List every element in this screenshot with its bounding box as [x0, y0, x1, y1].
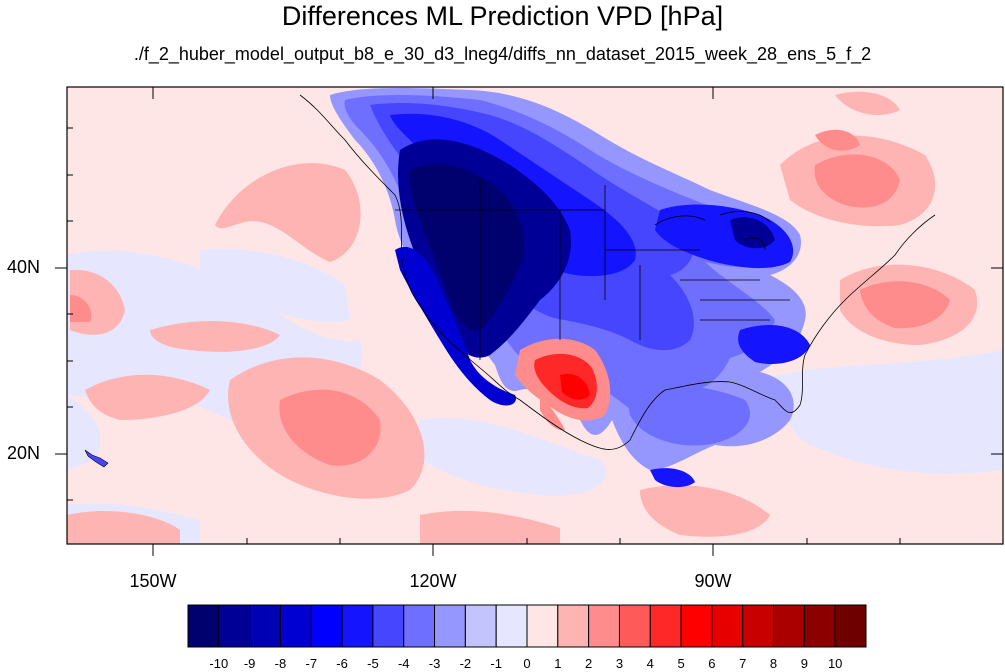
lat-label-40n: 40N [6, 257, 40, 277]
colorbar-swatch [341, 604, 374, 648]
coastlines [299, 94, 936, 450]
colorbar-tick-label: -6 [336, 656, 348, 671]
lon-label-90w: 90W [694, 571, 732, 591]
colorbar-tick-label: 8 [769, 656, 778, 671]
map-subtitle: ./f_2_huber_model_output_b8_e_30_d3_lneg… [133, 44, 872, 64]
colorbar-tick-label: -5 [367, 656, 379, 671]
colorbar-swatch [249, 604, 281, 648]
colorbar-swatch [773, 604, 805, 648]
map-title: Differences ML Prediction VPD [hPa] [281, 1, 724, 31]
colorbar-tick-label: -10 [209, 656, 229, 671]
colorbar-tick-label: 4 [646, 656, 654, 671]
lon-label-150w: 150W [129, 571, 177, 591]
colorbar-swatch [372, 604, 405, 648]
colorbar-swatch [279, 604, 312, 648]
lon-label-120w: 120W [409, 571, 457, 591]
colorbar-swatch [649, 604, 682, 648]
colorbar-swatch [680, 604, 713, 648]
colorbar-swatch [218, 604, 251, 648]
colorbar-swatch [434, 604, 466, 648]
colorbar-swatch [310, 604, 343, 648]
colorbar-tick-label: 2 [585, 656, 593, 671]
colorbar-tick-label: 5 [677, 656, 685, 671]
colorbar-swatch [557, 604, 590, 648]
colorbar-tick-label: -9 [243, 656, 256, 671]
colorbar-tick-label: 0 [523, 656, 531, 671]
colorbar-tick-label: 6 [708, 656, 716, 671]
colorbar-swatch [834, 604, 867, 648]
map-frame [66, 86, 1004, 545]
colorbar-swatch [803, 604, 836, 648]
colorbar-swatch [742, 604, 775, 648]
colorbar-tick-label: 10 [827, 656, 843, 671]
colorbar-tick-label: 1 [554, 656, 562, 671]
colorbar-swatch [187, 604, 220, 648]
colorbar-swatch [711, 604, 744, 648]
colorbar-tick-label: 9 [800, 656, 808, 671]
colorbar-tick-label: -8 [274, 656, 287, 671]
colorbar-swatch [464, 604, 497, 648]
colorbar-swatch [403, 604, 436, 648]
colorbar-tick-label: -4 [397, 656, 410, 671]
axis-ticks [55, 87, 1003, 556]
colorbar-swatch [618, 604, 651, 648]
colorbar-tick-label: -3 [428, 656, 441, 671]
colorbar-swatch [588, 604, 620, 648]
colorbar-tick-label: 3 [615, 656, 624, 671]
lat-label-20n: 20N [6, 443, 40, 463]
colorbar-swatch [526, 604, 559, 648]
vpd-field [67, 87, 1003, 544]
hawaii-islands [84, 449, 109, 468]
colorbar-swatch [495, 604, 528, 648]
colorbar-tick-label: -2 [459, 656, 472, 671]
colorbar [187, 604, 867, 648]
colorbar-tick-label: -7 [305, 656, 318, 671]
colorbar-tick-label: 7 [739, 656, 747, 671]
colorbar-tick-label: -1 [490, 656, 502, 671]
